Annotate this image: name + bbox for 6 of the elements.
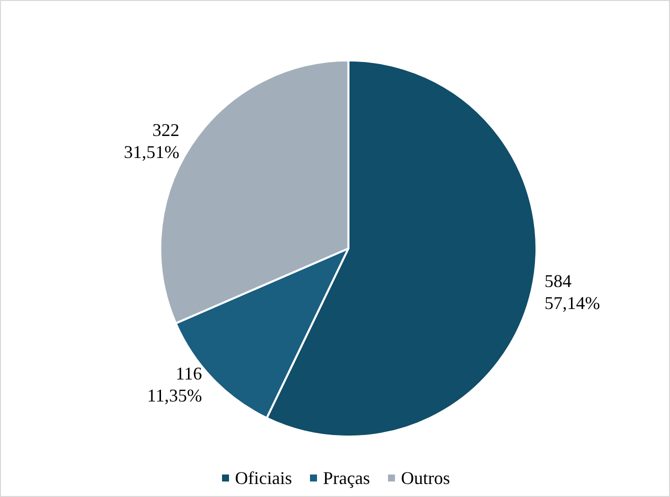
legend-label: Oficiais bbox=[235, 468, 292, 488]
legend-label: Praças bbox=[323, 468, 370, 488]
data-label: 116 11,35% bbox=[147, 363, 202, 406]
legend-label: Outros bbox=[400, 468, 450, 488]
data-label: 322 31,51% bbox=[124, 120, 180, 162]
data-label: 584 57,14% bbox=[544, 271, 600, 314]
